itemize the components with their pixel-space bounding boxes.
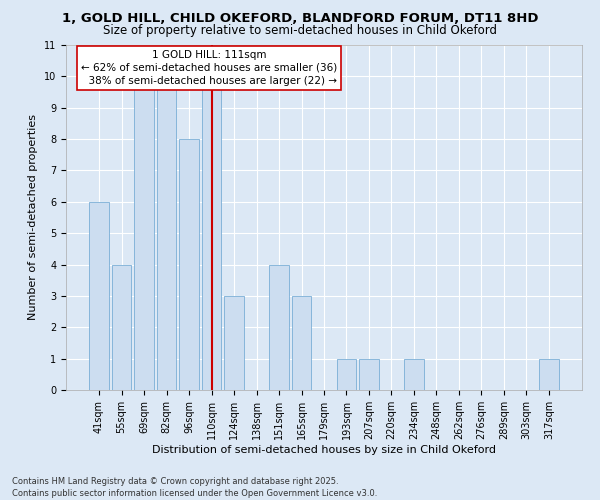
Y-axis label: Number of semi-detached properties: Number of semi-detached properties — [28, 114, 38, 320]
Bar — [202, 76, 221, 390]
X-axis label: Distribution of semi-detached houses by size in Child Okeford: Distribution of semi-detached houses by … — [152, 444, 496, 454]
Text: 1, GOLD HILL, CHILD OKEFORD, BLANDFORD FORUM, DT11 8HD: 1, GOLD HILL, CHILD OKEFORD, BLANDFORD F… — [62, 12, 538, 26]
Bar — [224, 296, 244, 390]
Bar — [269, 264, 289, 390]
Bar — [292, 296, 311, 390]
Bar — [337, 358, 356, 390]
Bar — [179, 139, 199, 390]
Text: Size of property relative to semi-detached houses in Child Okeford: Size of property relative to semi-detach… — [103, 24, 497, 37]
Bar — [539, 358, 559, 390]
Bar — [112, 264, 131, 390]
Bar — [134, 76, 154, 390]
Bar — [157, 76, 176, 390]
Bar — [404, 358, 424, 390]
Bar — [359, 358, 379, 390]
Bar — [89, 202, 109, 390]
Text: 1 GOLD HILL: 111sqm
← 62% of semi-detached houses are smaller (36)
  38% of semi: 1 GOLD HILL: 111sqm ← 62% of semi-detach… — [81, 50, 337, 86]
Text: Contains HM Land Registry data © Crown copyright and database right 2025.
Contai: Contains HM Land Registry data © Crown c… — [12, 476, 377, 498]
